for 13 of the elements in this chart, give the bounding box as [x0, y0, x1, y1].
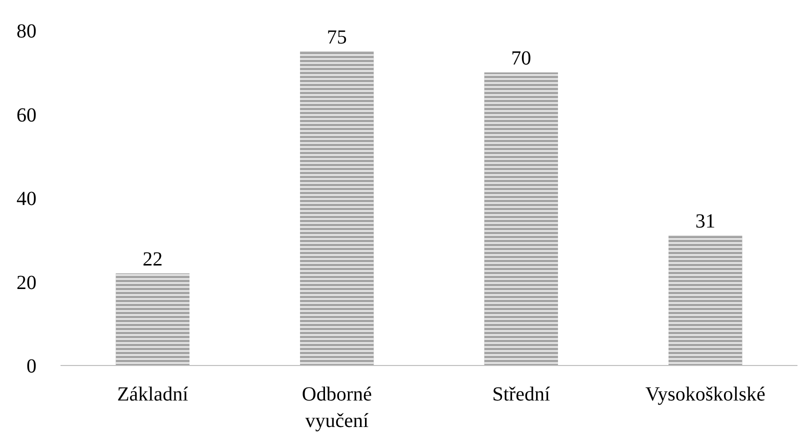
x-tick-label: Vysokoškolské — [645, 384, 766, 406]
y-tick-label: 20 — [16, 272, 36, 294]
x-tick-label: Střední — [492, 384, 550, 406]
data-label: 75 — [326, 26, 347, 48]
y-tick-label: 0 — [26, 356, 36, 378]
y-tick-label: 40 — [16, 188, 36, 210]
y-tick-label: 80 — [16, 20, 36, 42]
x-tick-label: Odborné vyučení — [302, 384, 372, 432]
data-label: 31 — [695, 210, 716, 233]
data-label: 22 — [142, 248, 163, 270]
x-tick-label: Základní — [117, 384, 189, 406]
y-tick-label: 60 — [16, 104, 36, 126]
data-label: 70 — [511, 47, 532, 70]
